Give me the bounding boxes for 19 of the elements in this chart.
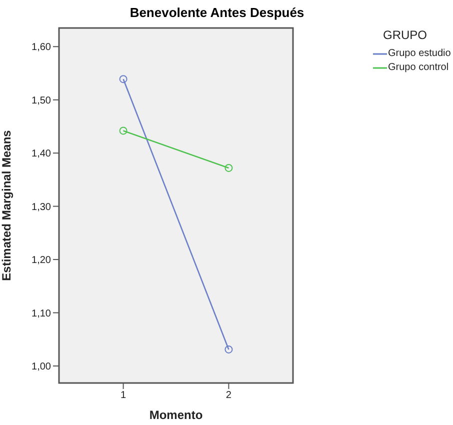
x-tick-label: 1 [120, 390, 127, 402]
y-tick-label: 1,40 [32, 148, 52, 160]
x-tick-label: 2 [226, 390, 232, 402]
point [119, 126, 128, 135]
y-tick-label: 1,10 [32, 308, 52, 320]
y-axis-title: Estimated Marginal Means [0, 130, 14, 281]
x-axis-title: Momento [149, 408, 203, 422]
legend-label: Grupo control [388, 62, 449, 73]
point [119, 75, 128, 84]
y-tick-label: 1,30 [32, 202, 52, 213]
legend-label: Grupo estudio [388, 48, 451, 59]
y-tick-label: 1,60 [32, 42, 52, 54]
y-tick-label: 1,20 [32, 255, 52, 266]
point [224, 164, 233, 172]
chart-title: Benevolente Antes Después [128, 5, 306, 20]
point [224, 345, 233, 354]
legend-title: GRUPO [382, 28, 428, 42]
y-tick-label: 1,50 [32, 95, 52, 106]
y-tick-label: 1,00 [32, 362, 52, 373]
